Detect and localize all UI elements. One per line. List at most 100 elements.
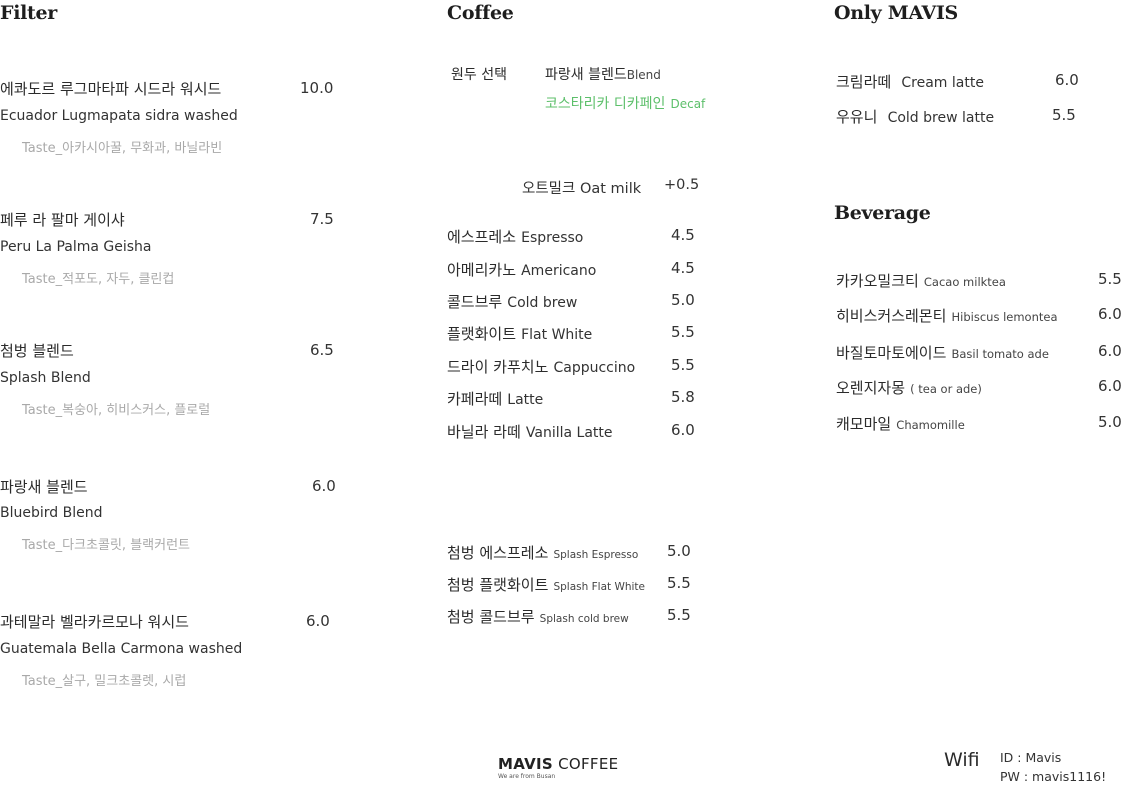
only-mavis-heading: Only MAVIS bbox=[834, 2, 958, 24]
coffee-item-ko: 카페라떼 bbox=[447, 390, 503, 408]
coffee-item-price: 6.0 bbox=[671, 421, 695, 439]
beverage-item-price: 5.5 bbox=[1098, 270, 1122, 288]
coffee-item-ko: 콜드브루 bbox=[447, 293, 503, 311]
beverage-item-en: Cacao milktea bbox=[923, 275, 1006, 289]
beverage-item-price: 6.0 bbox=[1098, 305, 1122, 323]
splash-item-price: 5.0 bbox=[667, 542, 691, 560]
mavis-item-ko: 크림라떼 bbox=[836, 73, 892, 91]
coffee-item-en: Vanilla Latte bbox=[525, 425, 613, 441]
beverage-item-en: Basil tomato ade bbox=[951, 347, 1049, 361]
filter-item-name-ko: 페루 라 팔마 게이샤 bbox=[0, 211, 125, 229]
filter-item-name-ko: 에콰도르 루그마타파 시드라 워시드 bbox=[0, 80, 222, 98]
beverage-item-ko: 캐모마일 bbox=[836, 415, 892, 433]
filter-item-price: 7.5 bbox=[310, 210, 334, 228]
splash-item: 첨벙 콜드브루 Splash cold brew bbox=[447, 606, 629, 627]
brand-name-rest: COFFEE bbox=[558, 755, 619, 773]
coffee-heading: Coffee bbox=[447, 2, 514, 24]
coffee-item-en: Cold brew bbox=[507, 295, 578, 311]
filter-item-price: 10.0 bbox=[300, 79, 334, 97]
coffee-item-ko: 바닐라 라떼 bbox=[447, 423, 521, 441]
coffee-item-ko: 플랫화이트 bbox=[447, 325, 517, 343]
wifi-id: ID : Mavis bbox=[1000, 750, 1062, 765]
mavis-item-price: 5.5 bbox=[1052, 106, 1076, 124]
brand-tagline: We are from Busan bbox=[498, 773, 556, 780]
filter-heading: Filter bbox=[0, 2, 57, 24]
coffee-item-en: Flat White bbox=[521, 327, 593, 343]
coffee-item-ko: 아메리카노 bbox=[447, 261, 517, 279]
filter-item-taste: Taste_아카시아꿀, 무화과, 바닐라빈 bbox=[22, 141, 223, 156]
wifi-password: PW : mavis1116! bbox=[1000, 769, 1107, 784]
oat-milk-price: +0.5 bbox=[664, 177, 700, 193]
bean-option-decaf-ko: 코스타리카 디카페인 bbox=[545, 96, 666, 112]
splash-item-en: Splash Flat White bbox=[553, 581, 645, 593]
splash-item-en: Splash cold brew bbox=[539, 613, 629, 625]
splash-item-ko: 첨벙 에스프레소 bbox=[447, 544, 549, 562]
filter-item-name-en: Ecuador Lugmapata sidra washed bbox=[0, 108, 238, 124]
coffee-item-ko: 드라이 카푸치노 bbox=[447, 358, 549, 376]
splash-item-price: 5.5 bbox=[667, 574, 691, 592]
filter-item-name-en: Peru La Palma Geisha bbox=[0, 239, 152, 255]
beverage-item: 히비스커스레몬티 Hibiscus lemontea bbox=[836, 305, 1058, 326]
beverage-item-price: 5.0 bbox=[1098, 413, 1122, 431]
bean-option-blend-en: Blend bbox=[626, 68, 661, 82]
splash-item-price: 5.5 bbox=[667, 606, 691, 624]
mavis-item: 우유니 Cold brew latte bbox=[836, 106, 994, 127]
beverage-item-ko: 오렌지자몽 bbox=[836, 379, 906, 397]
coffee-item-price: 5.8 bbox=[671, 388, 695, 406]
mavis-item-price: 6.0 bbox=[1055, 71, 1079, 89]
coffee-item: 카페라떼 Latte bbox=[447, 388, 543, 409]
oat-milk-option: 오트밀크 Oat milk bbox=[522, 181, 642, 197]
beverage-item: 오렌지자몽 ( tea or ade) bbox=[836, 377, 982, 398]
filter-item-taste: Taste_복숭아, 히비스커스, 플로럴 bbox=[22, 403, 211, 418]
beverage-heading: Beverage bbox=[834, 202, 931, 224]
bean-option-blend: 파랑새 블렌드Blend bbox=[545, 64, 661, 84]
filter-item-taste: Taste_적포도, 자두, 클린컵 bbox=[22, 272, 175, 287]
bean-option-decaf-en: Decaf bbox=[670, 97, 706, 111]
splash-item-en: Splash Espresso bbox=[553, 549, 639, 561]
coffee-item: 아메리카노 Americano bbox=[447, 259, 596, 280]
beverage-item-en: Hibiscus lemontea bbox=[951, 310, 1058, 324]
coffee-item-en: Americano bbox=[521, 263, 597, 279]
filter-item-name-ko: 파랑새 블렌드 bbox=[0, 478, 88, 496]
wifi-label: Wifi bbox=[944, 749, 980, 771]
splash-item: 첨벙 플랫화이트 Splash Flat White bbox=[447, 574, 645, 595]
coffee-item-en: Latte bbox=[507, 392, 544, 408]
splash-item: 첨벙 에스프레소 Splash Espresso bbox=[447, 542, 638, 563]
splash-item-ko: 첨벙 플랫화이트 bbox=[447, 576, 549, 594]
coffee-item: 플랫화이트 Flat White bbox=[447, 323, 592, 344]
beverage-item-ko: 히비스커스레몬티 bbox=[836, 307, 947, 325]
beverage-item: 캐모마일 Chamomille bbox=[836, 413, 965, 434]
filter-item-price: 6.5 bbox=[310, 341, 334, 359]
coffee-item-price: 4.5 bbox=[671, 226, 695, 244]
coffee-item-ko: 에스프레소 bbox=[447, 228, 517, 246]
coffee-item-price: 5.5 bbox=[671, 356, 695, 374]
coffee-item-en: Cappuccino bbox=[553, 360, 636, 376]
coffee-item-price: 5.0 bbox=[671, 291, 695, 309]
beverage-item-price: 6.0 bbox=[1098, 342, 1122, 360]
mavis-item: 크림라떼 Cream latte bbox=[836, 71, 984, 92]
bean-option-decaf: 코스타리카 디카페인 Decaf bbox=[545, 93, 705, 113]
bean-select-label: 원두 선택 bbox=[451, 67, 507, 83]
mavis-item-en: Cream latte bbox=[901, 75, 984, 91]
coffee-item: 에스프레소 Espresso bbox=[447, 226, 583, 247]
coffee-item: 콜드브루 Cold brew bbox=[447, 291, 577, 312]
filter-item-name-en: Bluebird Blend bbox=[0, 505, 103, 521]
filter-item-price: 6.0 bbox=[312, 477, 336, 495]
beverage-item: 카카오밀크티 Cacao milktea bbox=[836, 270, 1006, 291]
beverage-item: 바질토마토에이드 Basil tomato ade bbox=[836, 342, 1049, 363]
coffee-item-price: 5.5 bbox=[671, 323, 695, 341]
filter-item-taste: Taste_다크초콜릿, 블랙커런트 bbox=[22, 538, 190, 553]
filter-item-taste: Taste_살구, 밀크초콜렛, 시럽 bbox=[22, 674, 187, 689]
filter-item-price: 6.0 bbox=[306, 612, 330, 630]
splash-item-ko: 첨벙 콜드브루 bbox=[447, 608, 535, 626]
beverage-item-en: Chamomille bbox=[896, 418, 965, 432]
filter-item-name-ko: 첨벙 블렌드 bbox=[0, 342, 74, 360]
beverage-item-en: ( tea or ade) bbox=[910, 382, 982, 396]
bean-option-blend-ko: 파랑새 블렌드 bbox=[545, 67, 627, 83]
filter-item-name-en: Splash Blend bbox=[0, 370, 91, 386]
coffee-item-price: 4.5 bbox=[671, 259, 695, 277]
mavis-item-ko: 우유니 bbox=[836, 108, 878, 126]
filter-item-name-ko: 과테말라 벨라카르모나 워시드 bbox=[0, 613, 189, 631]
beverage-item-price: 6.0 bbox=[1098, 377, 1122, 395]
coffee-item: 바닐라 라떼 Vanilla Latte bbox=[447, 421, 613, 442]
